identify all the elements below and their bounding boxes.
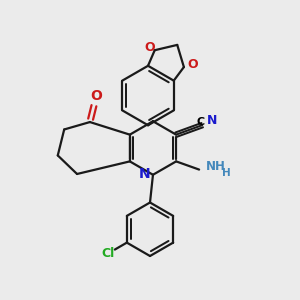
Text: O: O (188, 58, 198, 70)
Text: O: O (90, 89, 102, 103)
Text: C: C (196, 117, 204, 127)
Text: N: N (139, 167, 151, 181)
Text: H: H (222, 167, 231, 178)
Text: NH: NH (206, 160, 226, 173)
Text: N: N (207, 114, 217, 127)
Text: Cl: Cl (101, 247, 115, 260)
Text: O: O (145, 41, 155, 54)
